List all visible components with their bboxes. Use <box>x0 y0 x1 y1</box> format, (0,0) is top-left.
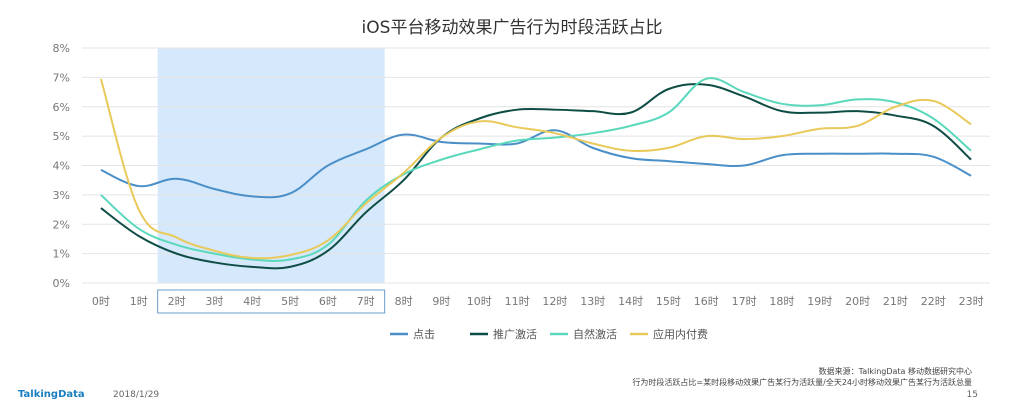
x-tick-label: 12时 <box>542 295 567 308</box>
x-tick-label: 15时 <box>656 295 681 308</box>
y-tick-label: 2% <box>53 218 70 231</box>
x-tick-label: 4时 <box>243 295 261 308</box>
x-tick-label: 17时 <box>732 295 757 308</box>
x-tick-label: 16时 <box>694 295 719 308</box>
footer: TalkingData 2018/1/29 数据来源：TalkingData 移… <box>18 366 978 400</box>
x-tick-label: 18时 <box>769 295 794 308</box>
x-tick-label: 7时 <box>357 295 375 308</box>
legend-label: 自然激活 <box>573 327 617 341</box>
x-tick-label: 2时 <box>168 295 186 308</box>
highlight-label-box <box>157 289 386 314</box>
x-tick-label: 6时 <box>319 295 337 308</box>
x-tick-label: 22时 <box>921 295 946 308</box>
data-source: 数据来源：TalkingData 移动数据研究中心 <box>819 366 972 376</box>
x-tick-label: 23时 <box>959 295 984 308</box>
x-tick-label: 3时 <box>205 295 223 308</box>
x-tick-label: 8时 <box>395 295 413 308</box>
y-tick-label: 0% <box>53 277 70 290</box>
x-tick-label: 11时 <box>505 295 530 308</box>
x-tick-label: 10时 <box>467 295 492 308</box>
report-date: 2018/1/29 <box>113 390 159 400</box>
series-lines <box>99 77 972 270</box>
x-tick-label: 14时 <box>618 295 643 308</box>
x-tick-label: 21时 <box>883 295 908 308</box>
series-line-3 <box>99 78 972 260</box>
series-line-0 <box>100 129 972 199</box>
y-tick-label: 1% <box>53 248 70 261</box>
page-number: 15 <box>967 390 978 400</box>
x-tick-label: 20时 <box>845 295 870 308</box>
legend-label: 点击 <box>413 328 435 341</box>
series-line-1 <box>100 83 972 270</box>
x-tick-label: 1时 <box>130 295 148 308</box>
y-axis-ticks: 0% 1% 2% 3% 4% 5% 6% 7% 8% <box>53 42 70 290</box>
legend: 点击 推广激活 自然激活 应用内付费 <box>390 327 708 341</box>
chart-title: iOS平台移动效果广告行为时段活跃占比 <box>362 18 663 38</box>
y-tick-label: 5% <box>53 130 70 143</box>
y-tick-label: 8% <box>53 42 70 55</box>
y-tick-label: 7% <box>53 71 70 84</box>
legend-label: 应用内付费 <box>653 327 708 341</box>
x-tick-label: 19时 <box>807 295 832 308</box>
brand-logo: TalkingData <box>18 389 85 400</box>
legend-label: 推广激活 <box>493 327 537 341</box>
y-tick-label: 3% <box>53 189 70 202</box>
y-tick-label: 4% <box>53 160 70 173</box>
x-tick-label: 0时 <box>92 295 110 308</box>
x-tick-label: 13时 <box>580 295 605 308</box>
series-line-2 <box>100 77 972 262</box>
x-axis-ticks: 0时 1时 2时 3时 4时 5时 6时 7时 8时 9时 10时 11时 12时 13时 14时 15时 16… <box>92 295 984 308</box>
x-tick-label: 9时 <box>432 295 450 308</box>
x-tick-label: 5时 <box>281 295 299 308</box>
y-tick-label: 6% <box>53 101 70 114</box>
metric-note: 行为时段活跃占比=某时段移动效果广告某行为活跃量/全天24小时移动效果广告某行为… <box>632 377 972 387</box>
